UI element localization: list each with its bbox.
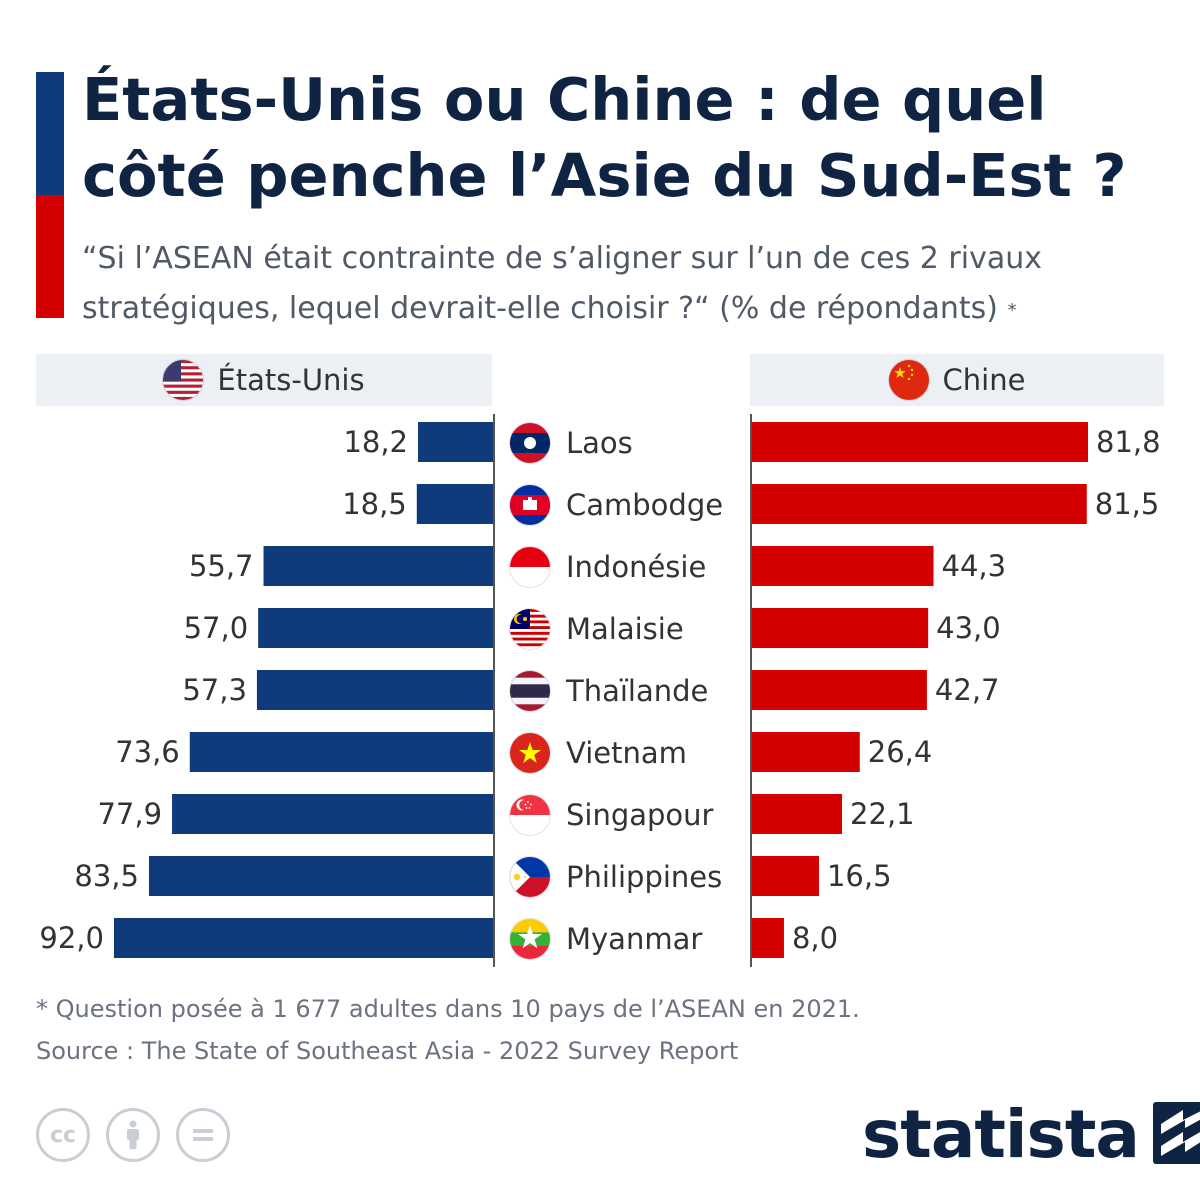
bar-label-us: 55,7 [189,549,254,583]
bar-cn [751,484,1087,524]
flag-laos-icon [510,423,550,463]
bar-us [148,856,494,896]
bar-label-cn: 81,8 [1096,425,1161,459]
bar-us [189,732,493,772]
bar-label-us: 18,5 [342,487,407,521]
footnote-note: * Question posée à 1 677 adultes dans 10… [36,995,860,1023]
country-label-laos: Laos [510,421,633,465]
subtitle-footnote-marker: * [1007,300,1017,321]
title-accent-bar [36,72,64,318]
country-name: Malaisie [566,612,684,646]
country-label-indonesia: Indonésie [510,545,706,589]
flag-cambodia-icon [510,485,550,525]
footnote: * Question posée à 1 677 adultes dans 10… [36,988,860,1072]
country-name: Cambodge [566,488,724,522]
butterfly-bar-chart: 18,2 81,8 18,5 81,5 55,7 44,3 57,0 43,0 57,3 42,7… [39,422,1161,958]
country-label-vietnam: Vietnam [510,731,687,775]
license-icons: cc [36,1108,230,1162]
accent-bar-red [36,195,64,318]
bar-label-us: 73,6 [115,735,180,769]
bar-label-cn: 42,7 [935,673,1000,707]
bar-us [263,546,493,586]
page-title: États-Unis ou Chine : de quel côté pench… [82,65,1127,210]
bar-label-cn: 43,0 [936,611,1001,645]
axis-line-left [493,414,495,967]
bar-label-cn: 8,0 [792,921,838,955]
bar-cn [751,918,784,958]
country-label-philippines: Philippines [510,855,722,899]
header-cn-label: Chine [942,363,1026,397]
bar-label-cn: 44,3 [942,549,1007,583]
statista-logo-icon [1152,1101,1200,1168]
statista-logo[interactable]: statista [862,1096,1200,1173]
flag-china-icon [888,360,929,400]
country-label-myanmar: Myanmar [510,917,702,961]
bar-label-cn: 22,1 [850,797,915,831]
country-label-malaysia: Malaisie [510,607,684,651]
country-label-thailand: Thaïlande [510,669,708,713]
bar-cn [751,608,929,648]
bar-label-us: 57,0 [184,611,249,645]
bar-label-cn: 16,5 [827,859,892,893]
cc-icon[interactable]: cc [36,1108,90,1162]
bar-us [258,608,493,648]
accent-bar-blue [36,72,64,195]
bar-us [256,670,493,710]
bar-cn [751,794,843,834]
bar-cn [751,422,1089,462]
page-subtitle: “Si l’ASEAN était contrainte de s’aligne… [82,234,1182,334]
bar-us [172,794,493,834]
bar-label-cn: 26,4 [868,735,933,769]
country-name: Indonésie [566,550,707,584]
flag-indonesia-icon [510,547,550,587]
country-label-singapore: Singapour [510,793,713,837]
bar-cn [751,670,927,710]
flag-malaysia-icon [510,609,550,649]
axis-line-right [750,414,752,967]
header-china: Chine [750,354,1164,406]
bar-label-us: 57,3 [182,673,247,707]
flag-myanmar-icon [510,919,550,959]
bar-label-us: 92,0 [39,921,104,955]
country-name: Philippines [566,860,723,894]
bar-label-us: 83,5 [74,859,139,893]
flag-philippines-icon [510,857,550,897]
bar-label-cn: 81,5 [1095,487,1160,521]
bar-us [416,484,493,524]
bar-us [418,422,493,462]
flag-vietnam-icon [510,733,550,773]
bar-cn [751,856,819,896]
flag-thailand-icon [510,671,550,711]
bar-cn [751,546,934,586]
brand-name: statista [862,1096,1140,1173]
bar-label-us: 77,9 [97,797,162,831]
header-us-label: États-Unis [217,363,365,397]
country-label-cambodia: Cambodge [510,483,723,527]
flag-usa-icon [163,360,204,400]
country-name: Thaïlande [566,674,709,708]
footnote-source: Source : The State of Southeast Asia - 2… [36,1037,739,1065]
bar-cn [751,732,860,772]
no-derivatives-icon[interactable] [176,1108,230,1162]
bar-us [113,918,494,958]
country-name: Vietnam [566,736,687,770]
country-name: Laos [566,426,633,460]
country-name: Singapour [566,798,714,832]
bar-label-us: 18,2 [343,425,408,459]
header-united-states: États-Unis [36,354,492,406]
subtitle-text: “Si l’ASEAN était contrainte de s’aligne… [82,241,1042,326]
attribution-icon[interactable] [106,1108,160,1162]
country-name: Myanmar [566,922,703,956]
flag-singapore-icon [510,795,550,835]
